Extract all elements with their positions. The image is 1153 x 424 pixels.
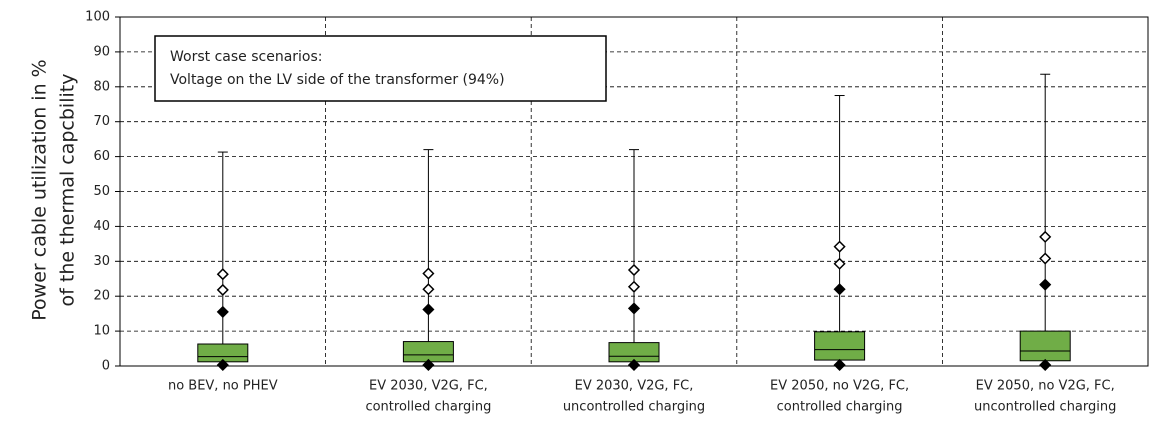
filled-marker [627,358,641,372]
open-marker [422,283,435,296]
filled-marker [1039,358,1052,372]
open-marker [1039,252,1052,265]
open-marker [1039,230,1052,243]
y-tick-label: 0 [102,359,110,374]
y-tick-label: 30 [93,254,110,269]
y-axis-label: Power cable utilization in % [29,59,51,320]
filled-marker [216,358,229,372]
filled-marker [627,302,641,315]
box [814,331,866,361]
x-tick-label: controlled charging [365,400,491,415]
filled-marker [422,303,435,316]
y-tick-label: 100 [85,10,110,25]
y-axis-label: of the thermal capcbility [57,74,79,307]
box [1019,330,1071,362]
x-tick-label: EV 2030, V2G, FC, [575,379,694,394]
annotation: Worst case scenarios: [170,49,323,65]
x-tick-label: EV 2030, V2G, FC, [369,379,488,394]
filled-marker [833,283,846,296]
annotation-box [154,35,607,102]
open-marker [216,268,229,281]
y-tick-label: 50 [93,184,110,199]
y-tick-label: 90 [93,44,110,59]
y-tick-label: 40 [93,219,110,234]
x-tick-label: no BEV, no PHEV [168,379,278,394]
open-marker [627,280,641,293]
y-tick-label: 20 [93,289,110,304]
open-marker [833,240,846,253]
open-marker [216,283,229,296]
y-tick-label: 70 [93,114,110,129]
open-marker [627,263,641,277]
x-tick-label: uncontrolled charging [974,400,1116,415]
filled-marker [833,358,846,372]
y-tick-label: 80 [93,79,110,94]
box [402,341,454,363]
x-tick-label: EV 2050, no V2G, FC, [770,379,909,394]
filled-marker [1039,278,1052,291]
x-tick-label: EV 2050, no V2G, FC, [976,379,1115,394]
open-marker [422,267,435,280]
filled-marker [422,358,435,372]
x-tick-label: controlled charging [777,400,903,415]
filled-marker [216,305,229,318]
y-tick-label: 10 [93,324,110,339]
x-tick-label: uncontrolled charging [563,400,705,415]
y-tick-label: 60 [93,149,110,164]
open-marker [833,257,846,270]
annotation: Voltage on the LV side of the transforme… [170,72,505,88]
